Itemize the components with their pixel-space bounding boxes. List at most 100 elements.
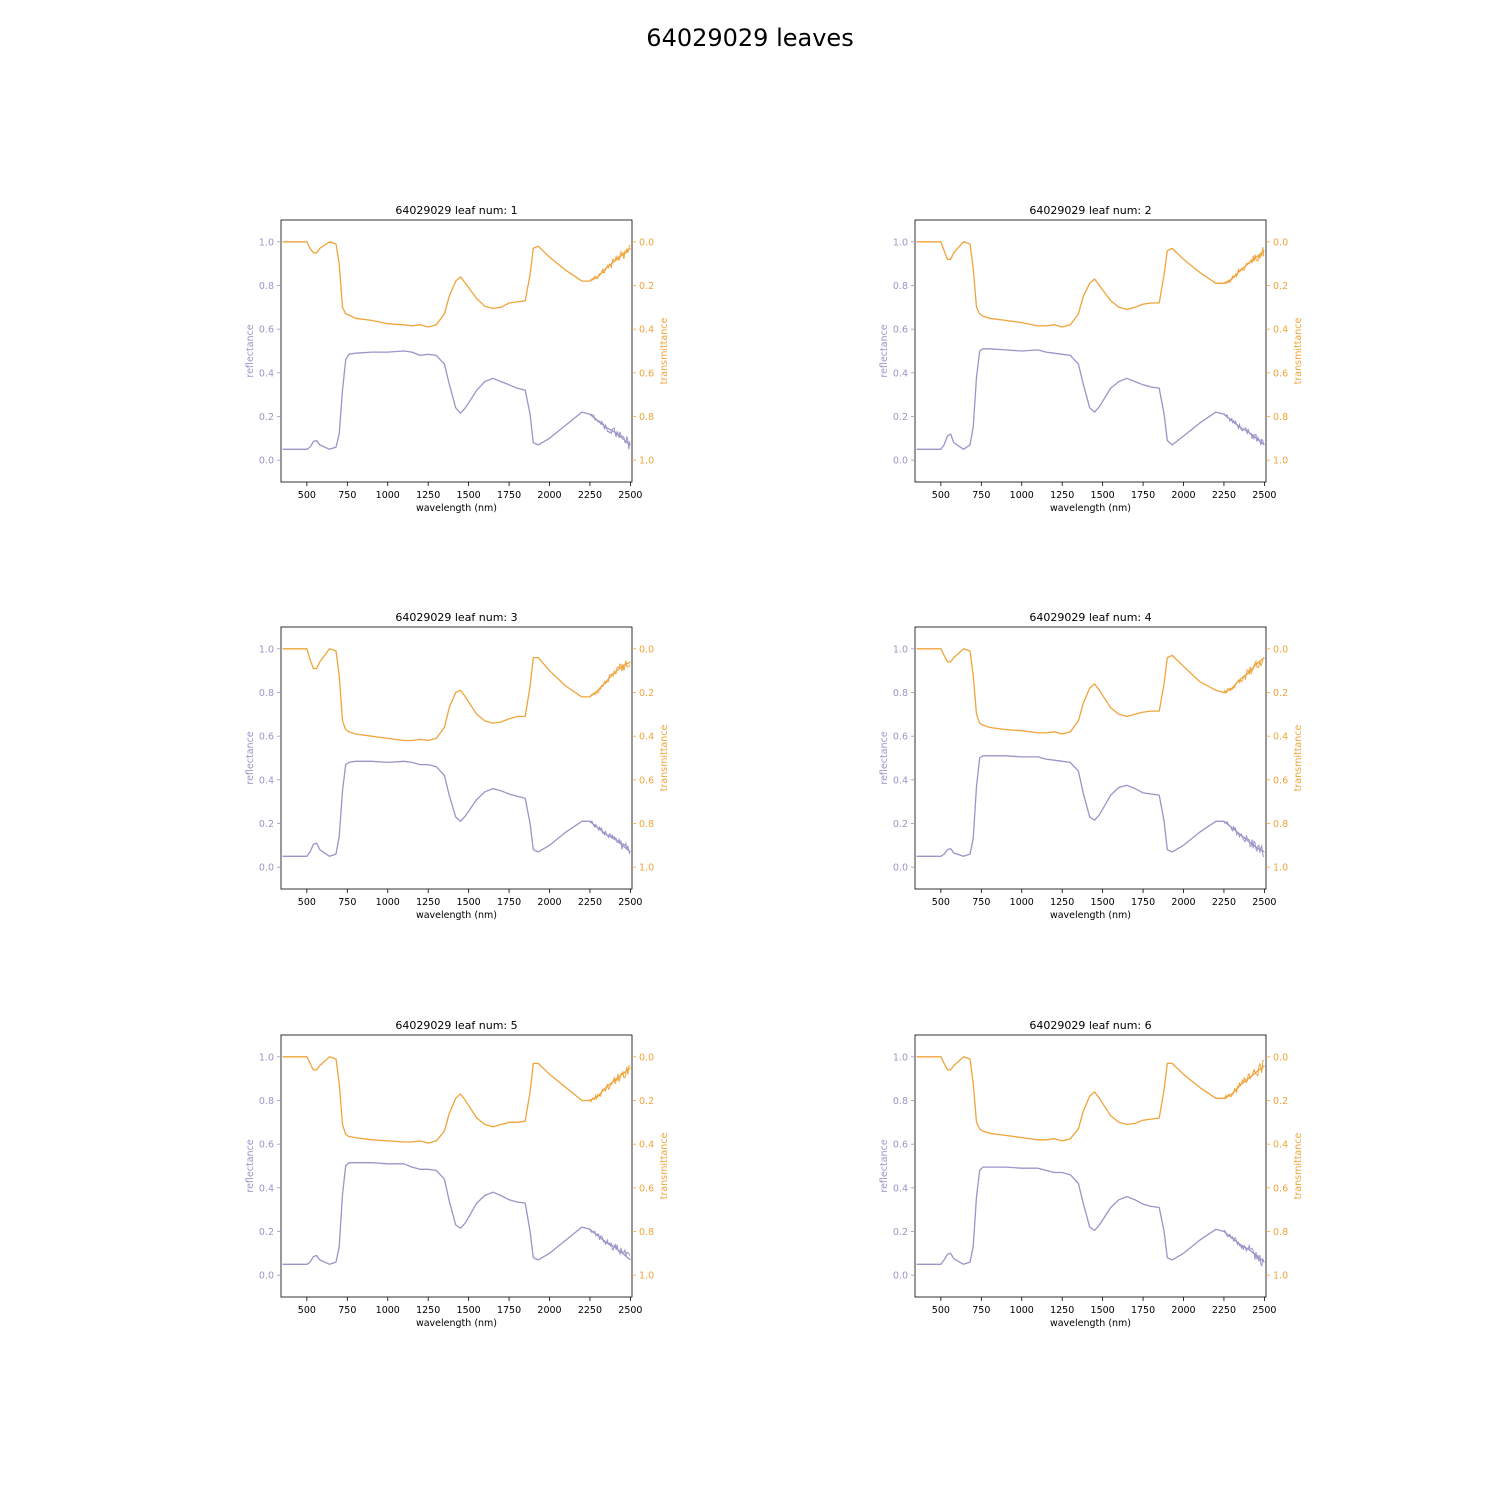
plot-frame [914,219,1267,483]
y-left-tick-label: 0.4 [259,368,274,379]
y-right-tick-label: 0.6 [639,775,654,786]
reflectance-noise-3 [589,819,631,855]
y-right-axis-label: transmittance [1293,725,1304,792]
y-right-tick-label: 0.8 [1273,819,1288,830]
y-right-axis-label: transmittance [659,1133,670,1200]
x-tick-label: 2000 [1171,490,1195,501]
reflectance-noise-6 [1223,1229,1265,1268]
x-tick-label: 2500 [618,1305,642,1316]
y-right-tick-label: 0.2 [1273,688,1288,699]
y-right-tick-label: 0.0 [639,644,654,655]
x-tick-label: 500 [298,490,316,501]
y-left-axis-label: reflectance [245,1139,256,1192]
transmittance-noise-3 [589,660,631,698]
x-tick-label: 1000 [1010,897,1034,908]
x-tick-label: 2250 [1212,490,1236,501]
y-right-tick-label: 0.8 [639,1227,654,1238]
y-right-tick-label: 0.8 [639,412,654,423]
y-right-tick-label: 0.4 [639,1140,654,1151]
y-left-tick-label: 0.4 [893,368,908,379]
y-right-tick-label: 0.6 [639,368,654,379]
y-left-tick-label: 0.6 [893,732,908,743]
reflectance-noise-1 [589,413,631,450]
y-left-tick-label: 1.0 [259,237,274,248]
x-axis-label: wavelength (nm) [1050,1318,1131,1329]
x-tick-label: 2250 [1212,897,1236,908]
x-tick-label: 750 [338,1305,356,1316]
y-left-tick-label: 0.2 [893,412,908,423]
y-right-tick-label: 0.8 [1273,412,1288,423]
y-right-tick-label: 0.4 [1273,1140,1288,1151]
transmittance-line-5 [282,1056,631,1144]
subplot-title: 64029029 leaf num: 5 [395,1019,517,1032]
reflectance-line-5 [282,1162,631,1265]
x-tick-label: 2000 [537,1305,561,1316]
x-tick-label: 500 [932,897,950,908]
y-right-axis-label: transmittance [659,725,670,792]
transmittance-line-6 [916,1056,1265,1142]
y-left-tick-label: 0.8 [259,688,274,699]
subplot-6: 500 750 1000 1250 1500 1750 2000 2250 2500 0.0 0.2… [879,1019,1304,1329]
y-right-tick-label: 0.6 [1273,775,1288,786]
x-tick-label: 1750 [1131,490,1155,501]
y-right-axis-label: transmittance [1293,318,1304,385]
reflectance-noise-2 [1223,413,1265,446]
x-tick-label: 750 [972,897,990,908]
plot-frame [280,626,633,890]
y-left-tick-label: 1.0 [259,644,274,655]
y-right-tick-label: 0.0 [1273,237,1288,248]
y-right-tick-label: 0.0 [1273,1052,1288,1063]
x-tick-label: 2000 [537,897,561,908]
plot-frame [914,1034,1267,1298]
y-left-tick-label: 0.6 [259,1140,274,1151]
x-tick-label: 2500 [618,490,642,501]
x-tick-label: 2500 [1252,897,1276,908]
y-left-tick-label: 0.6 [259,325,274,336]
y-right-tick-label: 0.2 [1273,281,1288,292]
reflectance-noise-4 [1223,820,1265,858]
y-left-tick-label: 0.6 [893,1140,908,1151]
y-left-tick-label: 0.0 [893,1271,908,1282]
x-axis-label: wavelength (nm) [1050,910,1131,921]
y-left-axis-label: reflectance [879,731,890,784]
x-tick-label: 2250 [578,897,602,908]
y-left-tick-label: 1.0 [893,237,908,248]
y-left-tick-label: 0.0 [259,456,274,467]
x-tick-label: 1000 [376,897,400,908]
y-right-tick-label: 1.0 [639,1271,654,1282]
x-tick-label: 1000 [376,1305,400,1316]
y-left-tick-label: 0.8 [259,1096,274,1107]
x-tick-label: 750 [338,490,356,501]
y-left-tick-label: 0.4 [893,775,908,786]
y-right-tick-label: 0.0 [639,237,654,248]
x-tick-label: 1750 [1131,897,1155,908]
x-tick-label: 1000 [1010,1305,1034,1316]
subplot-title: 64029029 leaf num: 1 [395,204,517,217]
x-axis-label: wavelength (nm) [416,910,497,921]
x-tick-label: 1000 [376,490,400,501]
x-tick-label: 750 [972,490,990,501]
y-left-tick-label: 0.6 [259,732,274,743]
plot-frame [280,1034,633,1298]
subplot-title: 64029029 leaf num: 3 [395,611,517,624]
y-right-tick-label: 1.0 [1273,456,1288,467]
subplot-title: 64029029 leaf num: 4 [1029,611,1151,624]
y-left-tick-label: 0.0 [893,456,908,467]
transmittance-line-3 [282,648,631,742]
y-left-tick-label: 0.4 [893,1183,908,1194]
y-left-tick-label: 0.8 [893,688,908,699]
transmittance-line-2 [916,241,1265,328]
x-tick-label: 1500 [457,897,481,908]
y-left-tick-label: 0.0 [259,863,274,874]
y-right-tick-label: 0.8 [1273,1227,1288,1238]
y-right-axis-label: transmittance [1293,1133,1304,1200]
y-left-tick-label: 0.0 [259,1271,274,1282]
x-tick-label: 1750 [497,490,521,501]
x-tick-label: 1250 [1050,1305,1074,1316]
reflectance-line-6 [916,1166,1265,1265]
x-tick-label: 1000 [1010,490,1034,501]
x-tick-label: 1750 [497,1305,521,1316]
x-tick-label: 2500 [618,897,642,908]
y-right-tick-label: 0.2 [639,688,654,699]
